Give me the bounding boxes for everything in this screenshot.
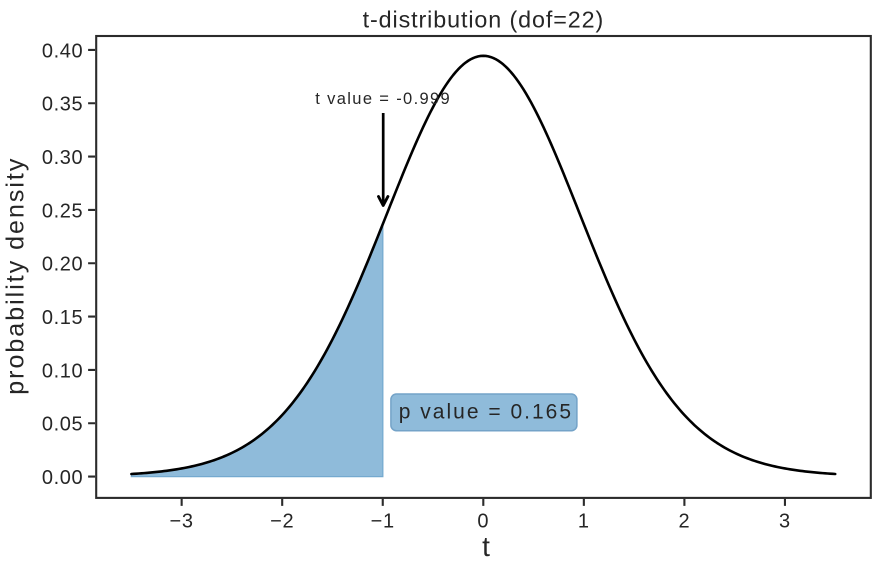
svg-text:probability density: probability density — [1, 157, 29, 395]
svg-text:0.20: 0.20 — [42, 254, 83, 276]
svg-text:p value = 0.165: p value = 0.165 — [399, 401, 573, 424]
svg-text:2: 2 — [678, 510, 690, 532]
svg-text:0.10: 0.10 — [42, 360, 83, 382]
svg-text:0.05: 0.05 — [42, 414, 83, 436]
svg-text:0.40: 0.40 — [42, 40, 83, 62]
svg-text:1: 1 — [578, 510, 590, 532]
svg-text:−3: −3 — [170, 510, 194, 532]
svg-text:t value = -0.999: t value = -0.999 — [315, 90, 451, 108]
svg-text:t-distribution (dof=22): t-distribution (dof=22) — [363, 6, 605, 32]
svg-text:0.15: 0.15 — [42, 307, 83, 329]
svg-text:0.30: 0.30 — [42, 147, 83, 169]
svg-text:0: 0 — [477, 510, 489, 532]
svg-text:0.00: 0.00 — [42, 467, 83, 489]
svg-text:0.35: 0.35 — [42, 94, 83, 116]
svg-text:t: t — [482, 531, 490, 562]
svg-text:−2: −2 — [270, 510, 294, 532]
svg-text:−1: −1 — [371, 510, 395, 532]
svg-text:0.25: 0.25 — [42, 200, 83, 222]
svg-text:3: 3 — [779, 510, 791, 532]
